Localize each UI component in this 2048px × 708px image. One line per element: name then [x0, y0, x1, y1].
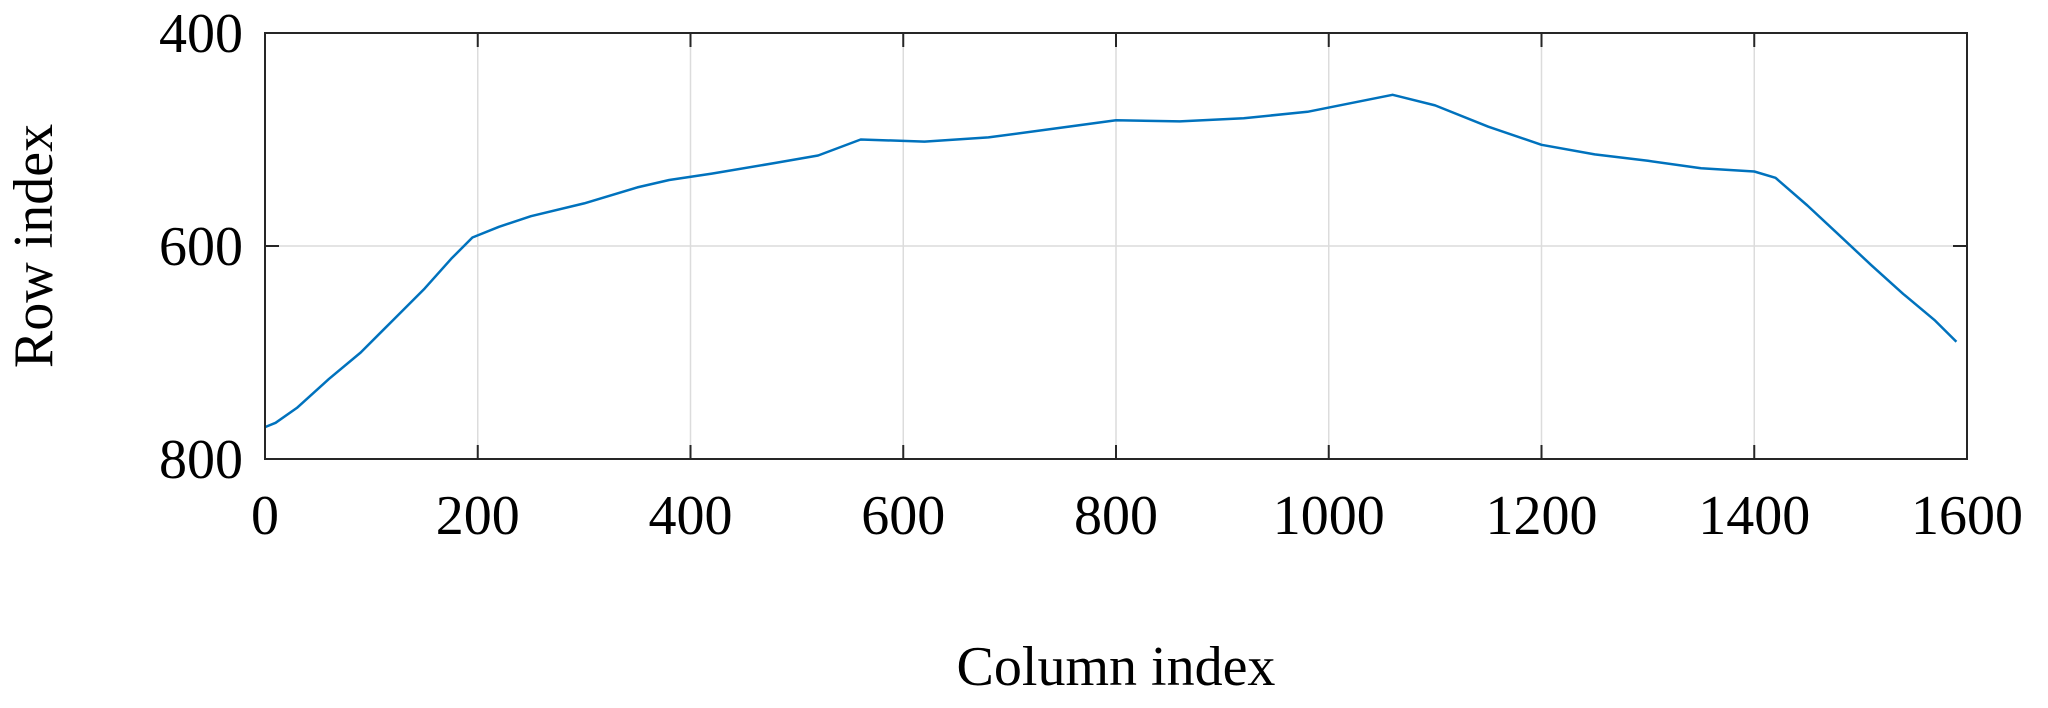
- x-tick-label: 1600: [1911, 485, 2023, 547]
- y-tick-label: 800: [159, 429, 243, 491]
- x-tick-label: 1200: [1486, 485, 1598, 547]
- series-layer: [264, 93, 1958, 429]
- series-line: [264, 93, 1958, 429]
- x-tick-label: 1000: [1273, 485, 1385, 547]
- x-tick-label: 1400: [1698, 485, 1810, 547]
- axis-ticks: 0 200 400 600 800 1000 1200 1400 1600 400 600 800: [159, 3, 2023, 547]
- grid-lines: [265, 33, 1967, 459]
- x-tick-label: 600: [861, 485, 945, 547]
- x-tick-label: 800: [1074, 485, 1158, 547]
- y-tick-label: 400: [159, 3, 243, 65]
- y-axis-label: Row index: [3, 124, 65, 368]
- x-axis-label: Column index: [957, 636, 1276, 698]
- y-tick-label: 600: [159, 216, 243, 278]
- x-tick-label: 200: [436, 485, 520, 547]
- x-tick-label: 400: [649, 485, 733, 547]
- x-tick-label: 0: [251, 485, 279, 547]
